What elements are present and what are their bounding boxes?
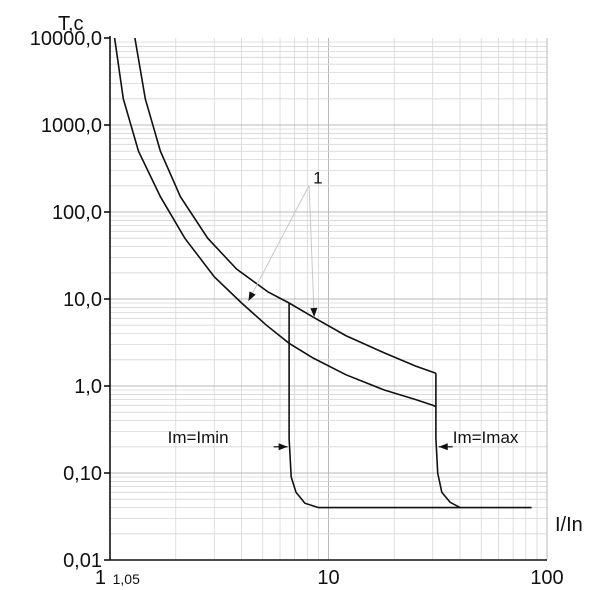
series-line-4: [435, 373, 461, 509]
x-tick-label: 1,05: [113, 571, 140, 587]
y-tick-label: 10000,0: [30, 28, 102, 50]
series-line-1: [113, 37, 437, 408]
y-axis-title: T,c: [58, 13, 84, 35]
annotation-im-max: Im=Imax: [453, 428, 519, 447]
arrowhead: [278, 443, 288, 451]
annotation-im-min: Im=Imin: [168, 428, 229, 447]
x-tick-label: 10: [317, 567, 339, 589]
series-line-3: [288, 303, 532, 509]
x-tick-label: 100: [530, 567, 563, 589]
y-tick-label: 1,0: [74, 376, 102, 398]
y-tick-label: 1000,0: [41, 115, 102, 137]
series-group: [113, 37, 532, 509]
arrowhead: [248, 291, 256, 301]
grid: [109, 38, 548, 561]
y-tick-label: 0,10: [63, 463, 102, 485]
series-line-2: [134, 37, 437, 375]
x-tick-label: 1: [95, 567, 106, 589]
arrowhead: [438, 443, 448, 451]
arrowhead: [310, 307, 318, 318]
leader-line: [247, 185, 310, 302]
y-tick-label: 0,01: [63, 550, 102, 572]
y-tick-label: 10,0: [63, 289, 102, 311]
axes: [104, 36, 547, 561]
leader-line: [308, 185, 315, 318]
x-axis-title: I/In: [555, 514, 583, 536]
annotations: 1 Im=Imin Im=Imax: [168, 168, 519, 451]
tick-labels: 0,01 0,10 1,0 10,0 100,0 1000,0 10000,0 1 1,05 10…: [30, 28, 564, 589]
y-tick-label: 100,0: [52, 202, 102, 224]
annotation-curve-label: 1: [313, 168, 322, 187]
